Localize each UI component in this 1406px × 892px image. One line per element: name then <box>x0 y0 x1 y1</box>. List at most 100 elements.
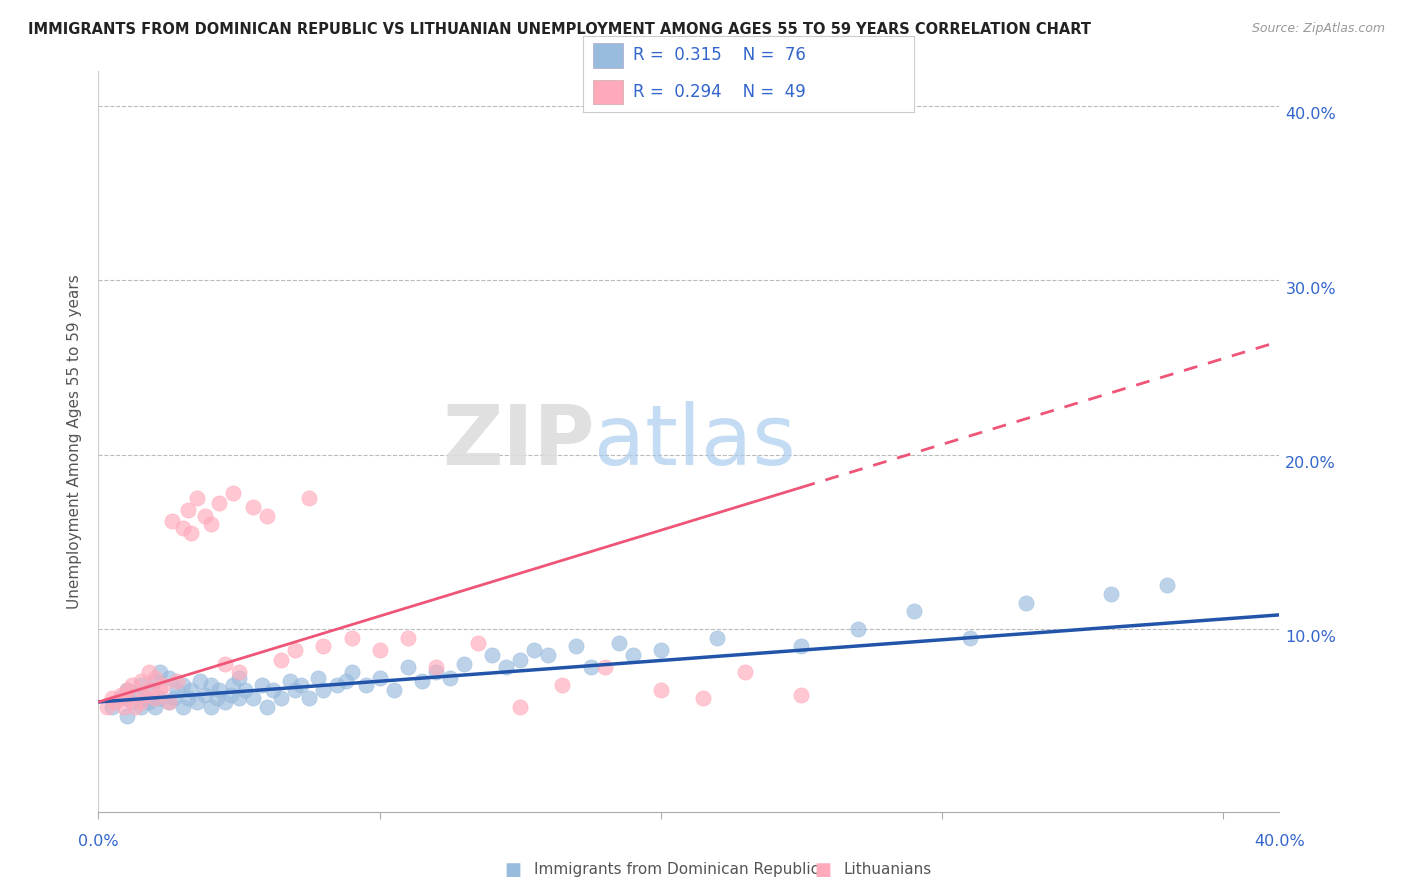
Point <box>467 636 489 650</box>
Point <box>593 660 616 674</box>
Point <box>132 688 155 702</box>
Text: ZIP: ZIP <box>441 401 595 482</box>
Point <box>149 682 172 697</box>
Point <box>396 660 419 674</box>
Point <box>228 665 250 680</box>
Point <box>396 631 419 645</box>
Point <box>692 691 714 706</box>
Point <box>270 691 292 706</box>
Point <box>495 660 517 674</box>
Point <box>579 660 602 674</box>
Point <box>186 491 208 505</box>
Point <box>959 631 981 645</box>
Text: 30.0%: 30.0% <box>1285 282 1336 297</box>
Point <box>177 691 200 706</box>
Point <box>284 642 307 657</box>
Text: 20.0%: 20.0% <box>1285 456 1336 471</box>
Point <box>152 677 174 691</box>
Point <box>382 682 405 697</box>
Point <box>135 691 157 706</box>
Point <box>124 688 146 702</box>
Point <box>256 700 278 714</box>
Text: Immigrants from Dominican Republic: Immigrants from Dominican Republic <box>534 863 820 877</box>
Point <box>208 682 231 697</box>
Text: 0.0%: 0.0% <box>79 834 118 849</box>
Point <box>509 653 531 667</box>
Point <box>129 695 152 709</box>
Point <box>565 639 588 653</box>
Point <box>846 622 869 636</box>
Point <box>149 691 172 706</box>
Point <box>110 691 132 706</box>
Text: 40.0%: 40.0% <box>1285 107 1336 122</box>
Point <box>205 691 228 706</box>
Point <box>354 677 377 691</box>
Point <box>112 700 135 714</box>
Point <box>537 648 560 662</box>
Point <box>143 671 166 685</box>
Text: R =  0.294    N =  49: R = 0.294 N = 49 <box>633 83 806 101</box>
Point <box>115 709 138 723</box>
Point <box>124 700 146 714</box>
Point <box>425 665 447 680</box>
Text: 40.0%: 40.0% <box>1254 834 1305 849</box>
Point <box>1156 578 1178 592</box>
Point <box>129 700 152 714</box>
Point <box>256 508 278 523</box>
Point <box>340 631 363 645</box>
Point <box>200 677 222 691</box>
Point <box>214 695 236 709</box>
Point <box>650 642 672 657</box>
Point <box>115 682 138 697</box>
Text: R =  0.315    N =  76: R = 0.315 N = 76 <box>633 46 806 64</box>
Point <box>149 665 172 680</box>
Point <box>1099 587 1122 601</box>
Point <box>734 665 756 680</box>
Point <box>228 671 250 685</box>
Text: Source: ZipAtlas.com: Source: ZipAtlas.com <box>1251 22 1385 36</box>
Point <box>138 682 160 697</box>
Point <box>340 665 363 680</box>
Point <box>270 653 292 667</box>
Point <box>262 682 284 697</box>
Point <box>138 695 160 709</box>
Point <box>509 700 531 714</box>
Point <box>368 671 391 685</box>
Point <box>172 700 194 714</box>
Point <box>222 486 245 500</box>
Point <box>157 671 180 685</box>
Point <box>233 682 256 697</box>
Point <box>143 700 166 714</box>
Point <box>129 674 152 689</box>
Text: IMMIGRANTS FROM DOMINICAN REPUBLIC VS LITHUANIAN UNEMPLOYMENT AMONG AGES 55 TO 5: IMMIGRANTS FROM DOMINICAN REPUBLIC VS LI… <box>28 22 1091 37</box>
Bar <box>593 79 623 104</box>
Point <box>157 695 180 709</box>
Point <box>903 604 925 618</box>
Point <box>425 660 447 674</box>
Point <box>335 674 357 689</box>
Point <box>607 636 630 650</box>
Point <box>180 526 202 541</box>
Point <box>143 691 166 706</box>
Y-axis label: Unemployment Among Ages 55 to 59 years: Unemployment Among Ages 55 to 59 years <box>67 274 83 609</box>
Point <box>129 677 152 691</box>
Point <box>166 674 188 689</box>
Bar <box>593 44 623 68</box>
Point <box>551 677 574 691</box>
Point <box>790 688 813 702</box>
Point <box>219 688 242 702</box>
Point <box>141 682 163 697</box>
Point <box>104 695 127 709</box>
Point <box>194 688 217 702</box>
Point <box>411 674 433 689</box>
Point <box>121 677 143 691</box>
Point <box>163 691 186 706</box>
Point <box>222 677 245 691</box>
Point <box>523 642 546 657</box>
Point <box>166 682 188 697</box>
Point <box>115 691 138 706</box>
Point <box>790 639 813 653</box>
Text: ■: ■ <box>505 861 522 879</box>
Point <box>110 688 132 702</box>
Point <box>160 514 183 528</box>
